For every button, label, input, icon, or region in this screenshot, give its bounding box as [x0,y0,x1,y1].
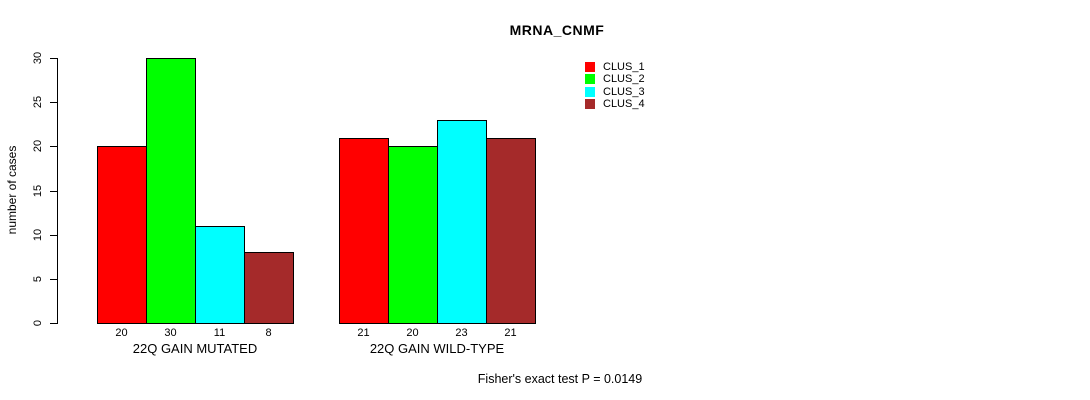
bar-clus_4-1 [244,252,294,324]
footer-stat-text: Fisher's exact test P = 0.0149 [477,372,643,386]
bar-clus_2-2 [388,146,438,324]
legend-swatch-icon [585,74,595,85]
y-tick-label: 0 [32,319,44,327]
legend-swatch-icon [585,86,595,97]
chart-title: MRNA_CNMF [509,22,605,38]
y-tick-label: 10 [32,228,44,241]
bar-clus_3-2 [437,119,487,324]
y-tick-label: 5 [32,275,44,282]
legend-swatch-icon [585,99,595,110]
bar-value-label: 20 [406,327,419,339]
y-tick-label: 15 [32,184,44,197]
y-axis-tick [50,58,57,59]
x-category-label: 22Q GAIN MUTATED [132,341,258,356]
bar-clus_2-1 [146,58,196,324]
legend-label: CLUS_2 [603,73,645,86]
y-axis-tick [50,102,57,104]
legend-item-clus_4: CLUS_4 [585,98,645,110]
bar-clus_1-2 [339,137,389,324]
y-tick-label: 25 [32,96,44,109]
y-axis-tick [50,278,57,280]
bar-value-label: 11 [213,327,226,339]
y-tick-label: 20 [32,140,44,153]
bar-clus_1-1 [97,146,147,324]
legend-label: CLUS_4 [603,98,645,111]
legend-label: CLUS_3 [603,85,645,98]
legend-label: CLUS_1 [603,61,645,73]
bar-value-label: 30 [164,327,177,339]
bar-value-label: 21 [357,327,370,339]
legend-item-clus_1: CLUS_1 [585,61,645,73]
y-axis-tick [50,146,57,148]
bar-value-label: 20 [115,327,128,339]
bar-value-label: 23 [455,327,468,339]
legend: CLUS_1 CLUS_2 CLUS_3 CLUS_4 [585,61,645,111]
bar-value-label: 21 [504,327,517,339]
legend-item-clus_2: CLUS_2 [585,73,645,85]
x-category-label: 22Q GAIN WILD-TYPE [369,341,505,356]
y-axis-label: number of cases [5,145,19,235]
y-axis-line [57,58,58,324]
y-axis-tick [50,323,57,324]
y-axis-tick [50,234,57,236]
legend-swatch-icon [585,62,595,72]
bar-clus_4-2 [486,137,536,324]
bar-value-label: 8 [265,327,272,339]
bar-clus_3-1 [195,225,245,324]
y-tick-label: 30 [32,51,44,65]
legend-item-clus_3: CLUS_3 [585,86,645,98]
y-axis-tick [50,190,57,192]
